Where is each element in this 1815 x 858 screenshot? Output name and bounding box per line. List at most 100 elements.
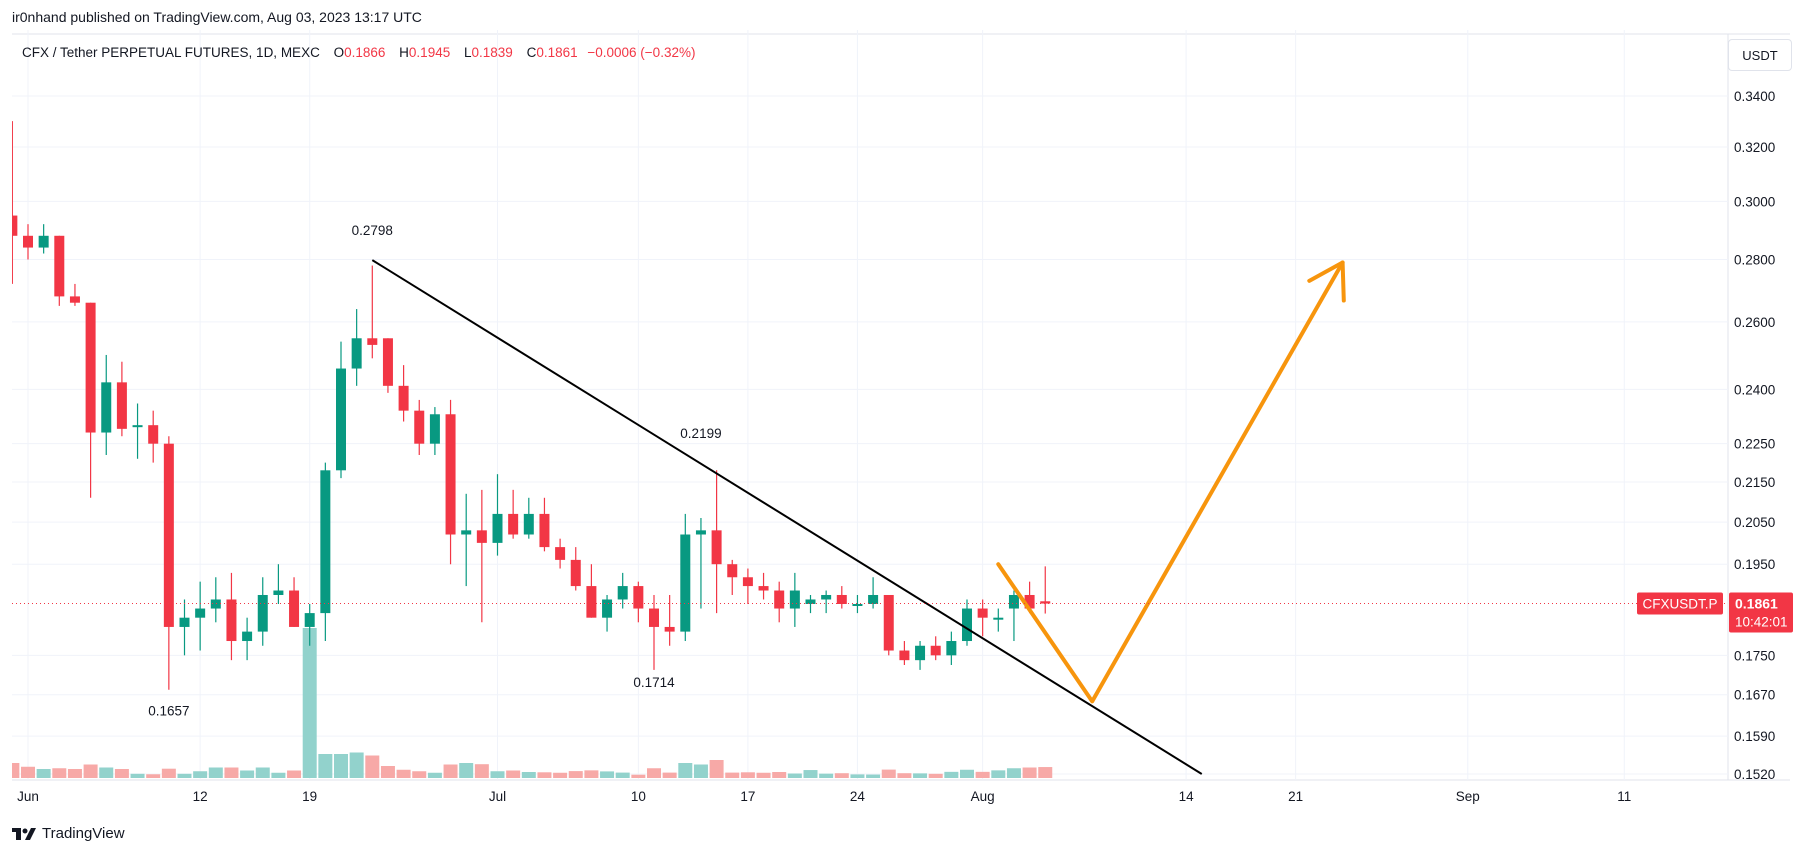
y-tick-label: 0.3400: [1734, 89, 1775, 104]
y-tick-label: 0.3000: [1734, 194, 1775, 209]
candle-body: [993, 617, 1004, 620]
volume-bar: [443, 764, 458, 778]
volume-bar: [960, 769, 974, 778]
volume-bar: [130, 773, 145, 778]
y-tick-label: 0.1950: [1734, 557, 1775, 572]
volume-bar: [772, 772, 787, 778]
volume-bar: [412, 771, 427, 778]
x-tick-label: 24: [850, 789, 866, 804]
candle-body: [85, 302, 96, 433]
volume-bar: [740, 772, 755, 778]
candle-body: [727, 564, 738, 578]
candle-body: [602, 599, 613, 618]
high-label: H: [399, 45, 409, 60]
candle-body: [54, 235, 65, 297]
volume-bar: [146, 774, 161, 778]
y-tick-label: 0.1520: [1734, 767, 1775, 782]
candle-body: [758, 586, 769, 591]
candle-body: [23, 235, 33, 248]
candle-body: [132, 425, 143, 428]
candle-body: [69, 296, 80, 303]
y-tick-label: 0.1590: [1734, 729, 1775, 744]
volume-bar: [334, 754, 348, 778]
candle-body: [617, 586, 628, 600]
candle-body: [711, 530, 722, 565]
candle-body: [680, 534, 691, 632]
candle-body: [398, 385, 409, 411]
last-price-value: 0.1861: [1735, 596, 1778, 612]
candle-body: [492, 513, 503, 543]
x-tick-label: 17: [740, 789, 755, 804]
volume-bar: [506, 770, 521, 778]
countdown-value: 10:42:01: [1735, 615, 1788, 630]
candle-body: [570, 559, 581, 587]
ticker-badge-label: CFXUSDT.P: [1642, 597, 1717, 612]
volume-bar: [553, 772, 568, 778]
y-tick-label: 0.3200: [1734, 140, 1775, 155]
volume-bar: [709, 760, 724, 778]
candle-body: [320, 470, 331, 614]
volume-bar: [177, 773, 192, 778]
volume-bar: [584, 770, 599, 778]
candle-body: [649, 608, 659, 627]
volume-bar: [756, 772, 771, 778]
x-tick-label: 14: [1179, 789, 1195, 804]
price-annotation: 0.1714: [633, 675, 675, 690]
volume-bar: [287, 770, 302, 778]
x-tick-label: 12: [193, 789, 208, 804]
candle-body: [977, 608, 988, 618]
candle-body: [242, 631, 253, 642]
volume-bar: [459, 763, 474, 778]
volume-bar: [850, 774, 865, 778]
volume-bar: [975, 771, 990, 778]
close-label: C: [526, 45, 537, 60]
candle-body: [38, 235, 49, 248]
candle-body: [163, 443, 174, 627]
candle-body: [476, 530, 487, 543]
candle-body: [836, 594, 847, 604]
candle-body: [915, 645, 926, 661]
candle-body: [742, 577, 753, 587]
volume-bar: [600, 771, 615, 778]
volume-bar: [208, 767, 223, 778]
candle-body: [257, 594, 268, 632]
volume-bar: [271, 772, 286, 778]
volume-bar: [913, 773, 928, 778]
volume-bar: [928, 773, 943, 778]
ohlc-legend: CFX / Tether PERPETUAL FUTURES, 1D, MEXC…: [22, 45, 695, 60]
candle-body: [273, 590, 284, 595]
candle-body: [789, 590, 800, 609]
ticker-badge: [1637, 592, 1723, 615]
currency-button[interactable]: USDT: [1728, 39, 1792, 71]
close-value: 0.1861: [536, 45, 578, 60]
tradingview-icon: [12, 827, 36, 840]
volume-bar: [318, 754, 333, 778]
volume-bar: [521, 772, 536, 778]
volume-bar: [99, 767, 114, 778]
volume-bar: [21, 766, 35, 778]
projection-arrow: [996, 260, 1345, 704]
candle-body: [1040, 601, 1051, 604]
y-tick-label: 0.2050: [1734, 515, 1775, 530]
price-annotation: 0.2798: [352, 223, 393, 238]
candle-body: [101, 382, 112, 433]
volume-bar: [427, 772, 442, 778]
y-tick-label: 0.2800: [1734, 253, 1775, 268]
plot-area: 0.2798 0.2199 0.1714 0.1657: [12, 121, 1346, 778]
candle-body: [821, 594, 832, 600]
brand-logo[interactable]: TradingView: [12, 825, 125, 842]
volume-bar: [193, 771, 208, 778]
candle-body: [461, 530, 472, 535]
volume-bar: [725, 772, 740, 778]
candle-body: [336, 368, 346, 471]
volume-bar: [897, 773, 912, 778]
volume-bar: [161, 768, 176, 778]
publisher-line: ir0nhand published on TradingView.com, A…: [12, 9, 422, 25]
y-tick-label: 0.2600: [1734, 315, 1775, 330]
x-tick-label: Jul: [489, 789, 506, 804]
candle-body: [304, 613, 315, 627]
price-annotation: 0.1657: [148, 703, 189, 718]
candle-body: [116, 382, 127, 429]
low-label: L: [463, 45, 472, 60]
